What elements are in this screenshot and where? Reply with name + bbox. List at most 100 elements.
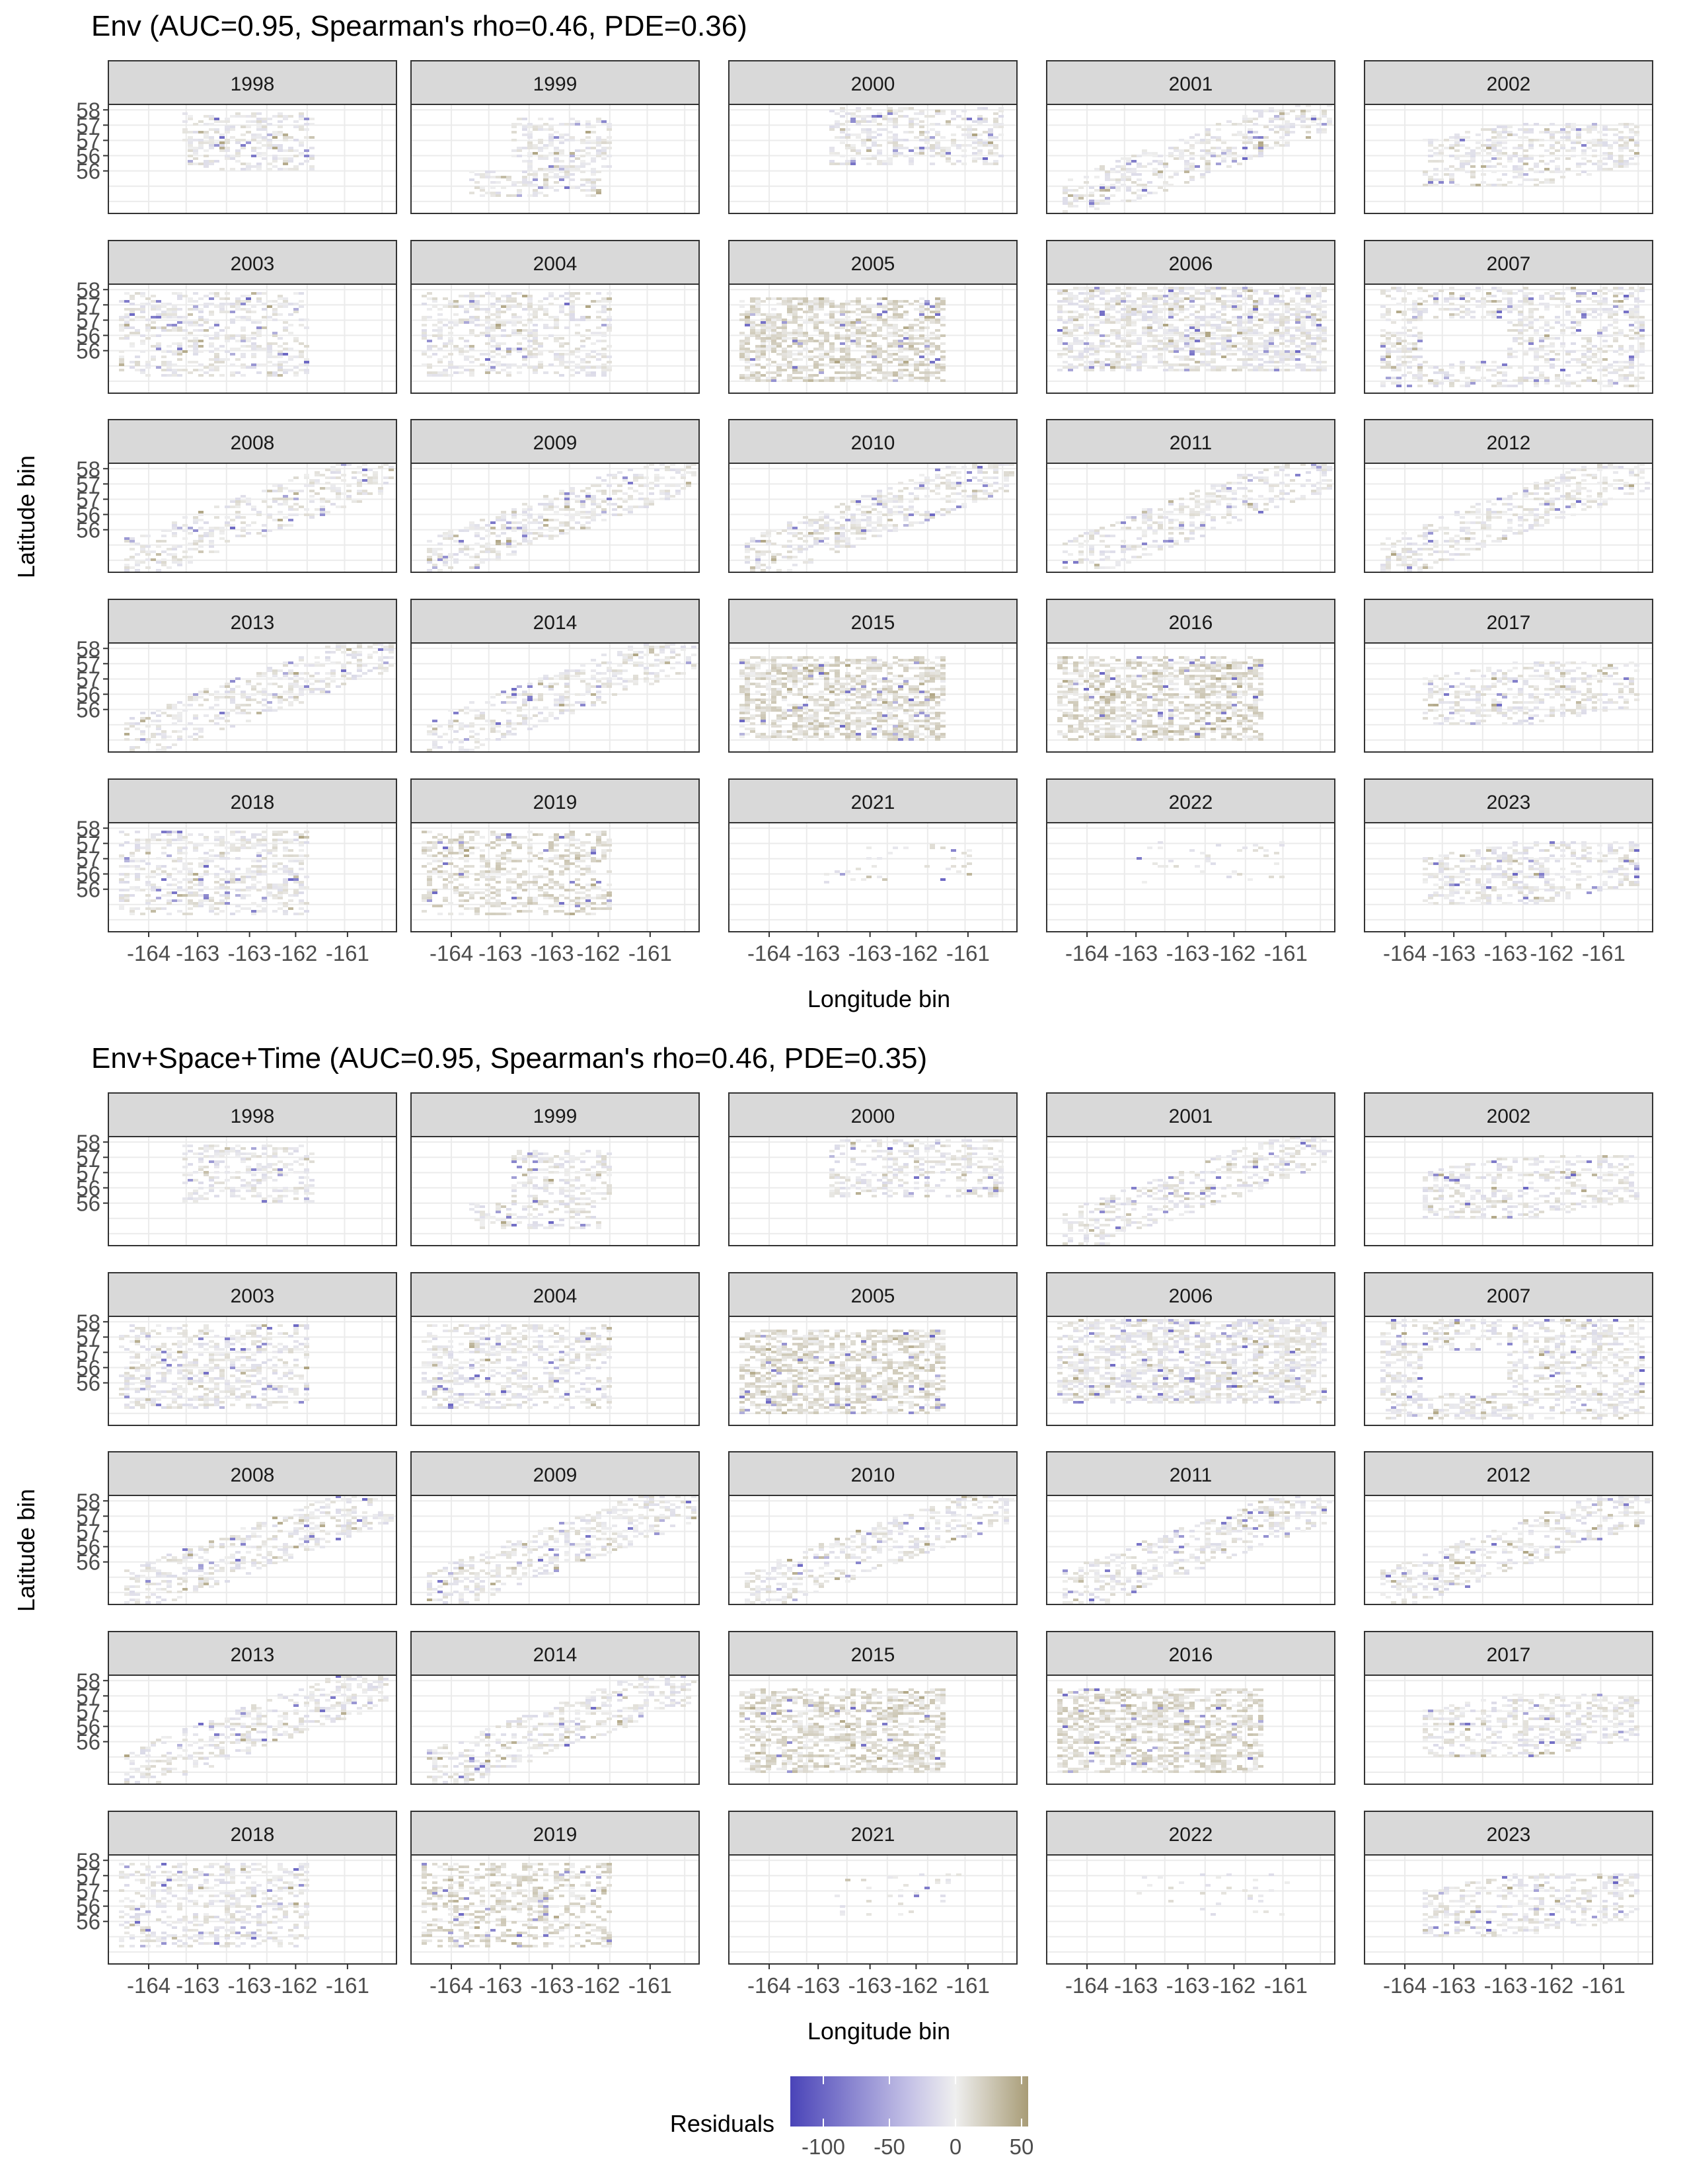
residual-cell — [1110, 308, 1115, 311]
residual-cell — [188, 163, 193, 165]
residual-cell — [1576, 311, 1581, 313]
residual-cell — [538, 186, 543, 189]
residual-cell — [1534, 356, 1539, 358]
residual-cell — [829, 348, 835, 350]
residual-cell — [824, 379, 829, 382]
residual-cell — [1142, 311, 1147, 313]
residual-cell — [1205, 152, 1211, 155]
residual-cell — [193, 292, 198, 295]
residual-cell — [1163, 348, 1168, 350]
residual-cell — [940, 356, 946, 358]
residual-cell — [548, 170, 554, 173]
residual-cell — [866, 115, 872, 118]
residual-cell — [856, 303, 861, 305]
residual-cell — [1322, 326, 1327, 329]
residual-cell — [909, 348, 914, 350]
residual-cell — [1279, 126, 1285, 128]
residual-cell — [935, 321, 940, 324]
residual-cell — [288, 508, 293, 511]
residual-cell — [1285, 358, 1290, 361]
residual-cell — [1089, 297, 1094, 300]
residual-cell — [750, 326, 755, 329]
residual-cell — [161, 361, 167, 363]
residual-cell — [1195, 348, 1200, 350]
residual-cell — [856, 123, 861, 126]
facet-panel-2004: 2004 — [411, 241, 699, 393]
residual-cell — [1189, 340, 1195, 342]
residual-cell — [993, 163, 998, 165]
residual-cell — [1121, 200, 1126, 202]
residual-cell — [1105, 319, 1110, 321]
residual-cell — [204, 532, 209, 535]
residual-cell — [357, 484, 362, 487]
residual-cell — [145, 319, 151, 321]
residual-cell — [225, 139, 230, 141]
residual-cell — [225, 506, 230, 508]
residual-cell — [866, 353, 872, 356]
residual-cell — [459, 350, 464, 353]
residual-cell — [808, 369, 813, 371]
residual-cell — [1486, 165, 1491, 168]
residual-cell — [272, 484, 278, 487]
residual-cell — [501, 186, 506, 189]
residual-cell — [1142, 305, 1147, 308]
residual-cell — [1560, 369, 1565, 371]
residual-cell — [453, 371, 459, 374]
residual-cell — [1216, 369, 1221, 371]
residual-cell — [840, 337, 845, 340]
residual-cell — [1131, 340, 1137, 342]
residual-cell — [924, 345, 930, 348]
residual-cell — [172, 324, 177, 326]
residual-cell — [538, 155, 543, 157]
residual-cell — [1126, 157, 1131, 160]
residual-cell — [511, 316, 517, 319]
residual-cell — [230, 524, 235, 527]
residual-cell — [1211, 308, 1216, 311]
residual-cell — [872, 157, 877, 160]
residual-cell — [517, 329, 522, 332]
residual-cell — [1396, 342, 1402, 345]
residual-cell — [1428, 139, 1433, 141]
residual-cell — [813, 356, 819, 358]
residual-cell — [1550, 181, 1555, 184]
residual-cell — [850, 340, 856, 342]
residual-cell — [336, 490, 341, 492]
residual-cell — [1639, 321, 1645, 324]
residual-cell — [1168, 303, 1174, 305]
residual-cell — [188, 345, 193, 348]
residual-cell — [1629, 149, 1634, 152]
residual-cell — [1253, 131, 1258, 133]
residual-cell — [585, 181, 591, 184]
residual-cell — [283, 297, 288, 300]
residual-cell — [161, 350, 167, 353]
residual-cell — [1624, 350, 1629, 353]
residual-cell — [533, 316, 538, 319]
residual-cell — [998, 133, 1004, 136]
residual-cell — [1518, 176, 1523, 178]
residual-cell — [293, 498, 299, 500]
residual-cell — [533, 313, 538, 316]
residual-cell — [829, 128, 835, 131]
residual-cell — [919, 316, 924, 319]
residual-cell — [877, 112, 882, 115]
residual-cell — [1137, 337, 1142, 340]
residual-cell — [1428, 181, 1433, 184]
residual-cell — [241, 303, 246, 305]
residual-cell — [527, 184, 533, 186]
residual-cell — [1576, 136, 1581, 139]
residual-cell — [432, 374, 437, 377]
residual-cell — [1587, 141, 1592, 144]
residual-cell — [1460, 316, 1465, 319]
residual-cell — [591, 141, 596, 144]
residual-cell — [474, 303, 480, 305]
residual-cell — [1269, 345, 1274, 348]
residual-cell — [1518, 300, 1523, 303]
residual-cell — [156, 334, 161, 337]
residual-cell — [278, 297, 283, 300]
residual-cell — [1063, 321, 1068, 324]
residual-cell — [459, 366, 464, 369]
residual-cell — [554, 340, 559, 342]
residual-cell — [755, 308, 761, 311]
residual-cell — [1629, 385, 1634, 387]
